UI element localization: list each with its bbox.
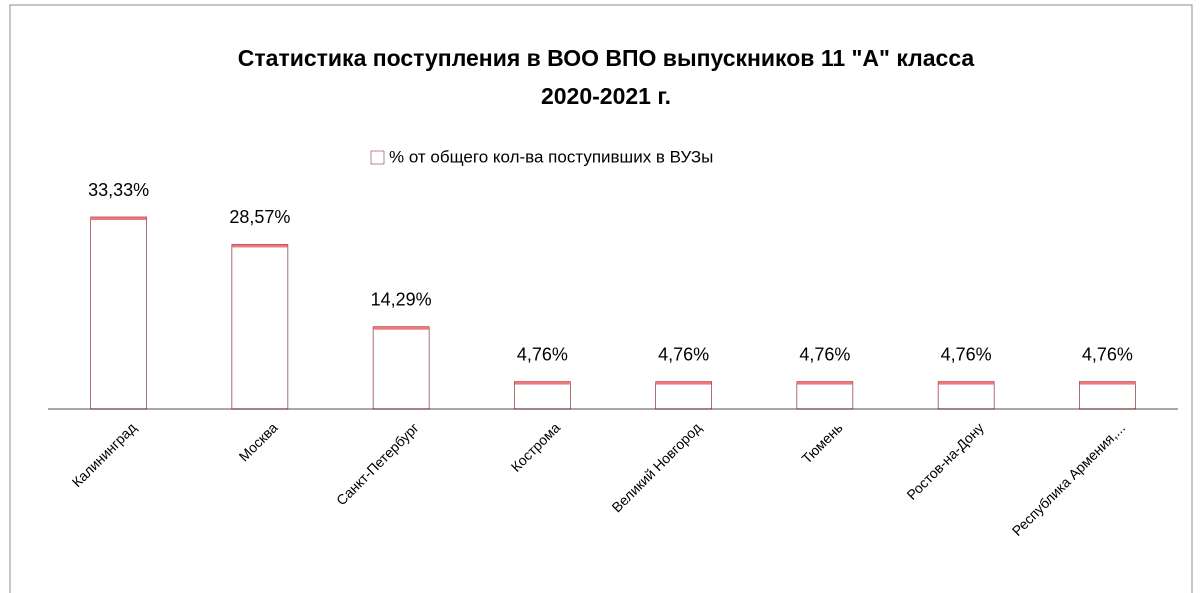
bar: [90, 216, 147, 410]
bar-top: [231, 244, 288, 248]
chart-title: Статистика поступления в ВОО ВПО выпускн…: [238, 45, 975, 71]
bar-top: [938, 381, 995, 385]
data-label: 4,76%: [658, 344, 709, 364]
chart-frame: [9, 4, 1193, 593]
data-label: 4,76%: [941, 344, 992, 364]
bar-top: [796, 381, 853, 385]
data-label: 4,76%: [799, 344, 850, 364]
data-label: 4,76%: [517, 344, 568, 364]
data-label: 4,76%: [1082, 344, 1133, 364]
bar-top: [514, 381, 571, 385]
bar: [655, 381, 712, 410]
bar-top: [373, 326, 430, 330]
data-label: 14,29%: [371, 289, 432, 309]
data-label: 33,33%: [88, 180, 149, 200]
bar: [514, 381, 571, 410]
bar: [796, 381, 854, 410]
bar: [937, 381, 995, 410]
bar-top: [1079, 381, 1136, 385]
legend-label: % от общего кол-ва поступивших в ВУЗы: [389, 147, 713, 166]
legend-swatch: [370, 150, 385, 165]
bar: [231, 244, 289, 410]
bar: [1079, 381, 1136, 410]
bar-top: [90, 217, 147, 220]
bar: [372, 326, 430, 410]
data-label: 28,57%: [229, 207, 290, 227]
chart-title: 2020-2021 г.: [541, 83, 671, 109]
bar-top: [655, 381, 712, 385]
